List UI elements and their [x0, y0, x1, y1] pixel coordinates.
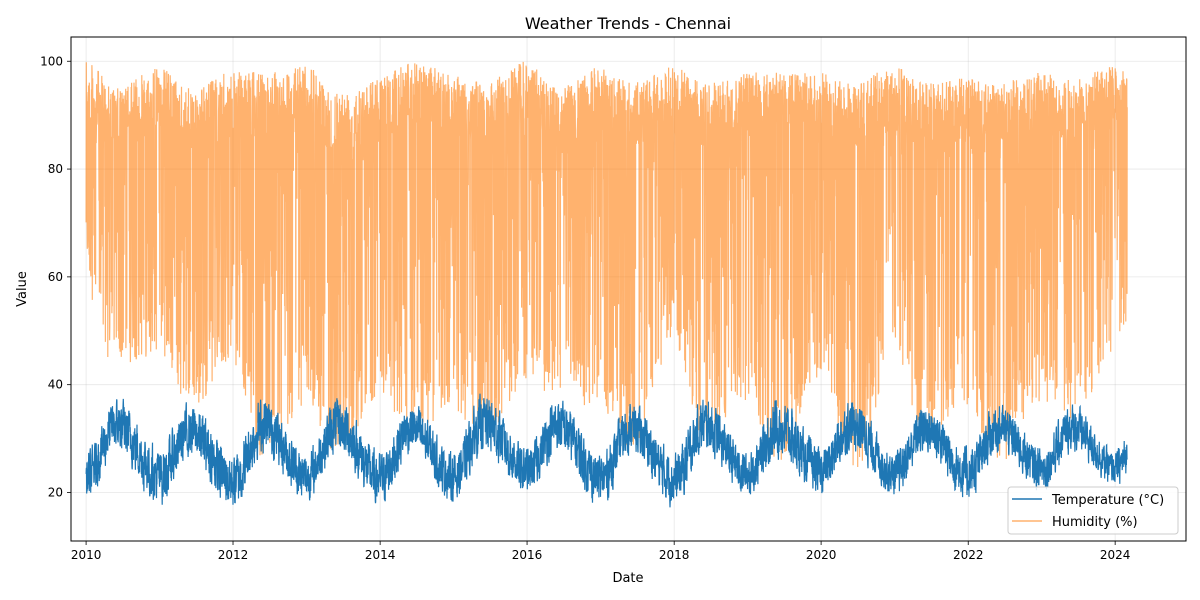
y-axis-ticks: 20 40 60 80 100 — [40, 54, 71, 499]
y-tick-label: 100 — [40, 54, 63, 68]
y-tick-label: 20 — [48, 485, 63, 499]
x-tick-label: 2016 — [512, 548, 543, 562]
x-axis-label: Date — [612, 571, 643, 586]
x-tick-label: 2012 — [218, 548, 249, 562]
chart-title: Weather Trends - Chennai — [525, 14, 731, 33]
x-tick-label: 2010 — [71, 548, 102, 562]
series-layer — [85, 61, 1128, 508]
y-tick-label: 80 — [48, 162, 63, 176]
x-tick-label: 2022 — [953, 548, 984, 562]
series-line-humidity — [85, 61, 1128, 468]
legend-label-temperature: Temperature (°C) — [1051, 493, 1164, 508]
x-axis-ticks: 2010 2012 2014 2016 2018 2020 2022 2024 — [71, 541, 1131, 562]
x-tick-label: 2024 — [1100, 548, 1131, 562]
x-tick-label: 2020 — [806, 548, 837, 562]
legend-label-humidity: Humidity (%) — [1052, 515, 1138, 530]
legend: Temperature (°C) Humidity (%) — [1007, 486, 1179, 535]
series-line-temperature — [85, 393, 1128, 508]
x-tick-label: 2014 — [365, 548, 396, 562]
legend-box — [1007, 486, 1179, 535]
y-axis-label: Value — [15, 271, 30, 307]
y-tick-label: 60 — [48, 270, 63, 284]
x-tick-label: 2018 — [659, 548, 690, 562]
y-tick-label: 40 — [48, 378, 63, 392]
plot-frame — [70, 36, 1187, 542]
